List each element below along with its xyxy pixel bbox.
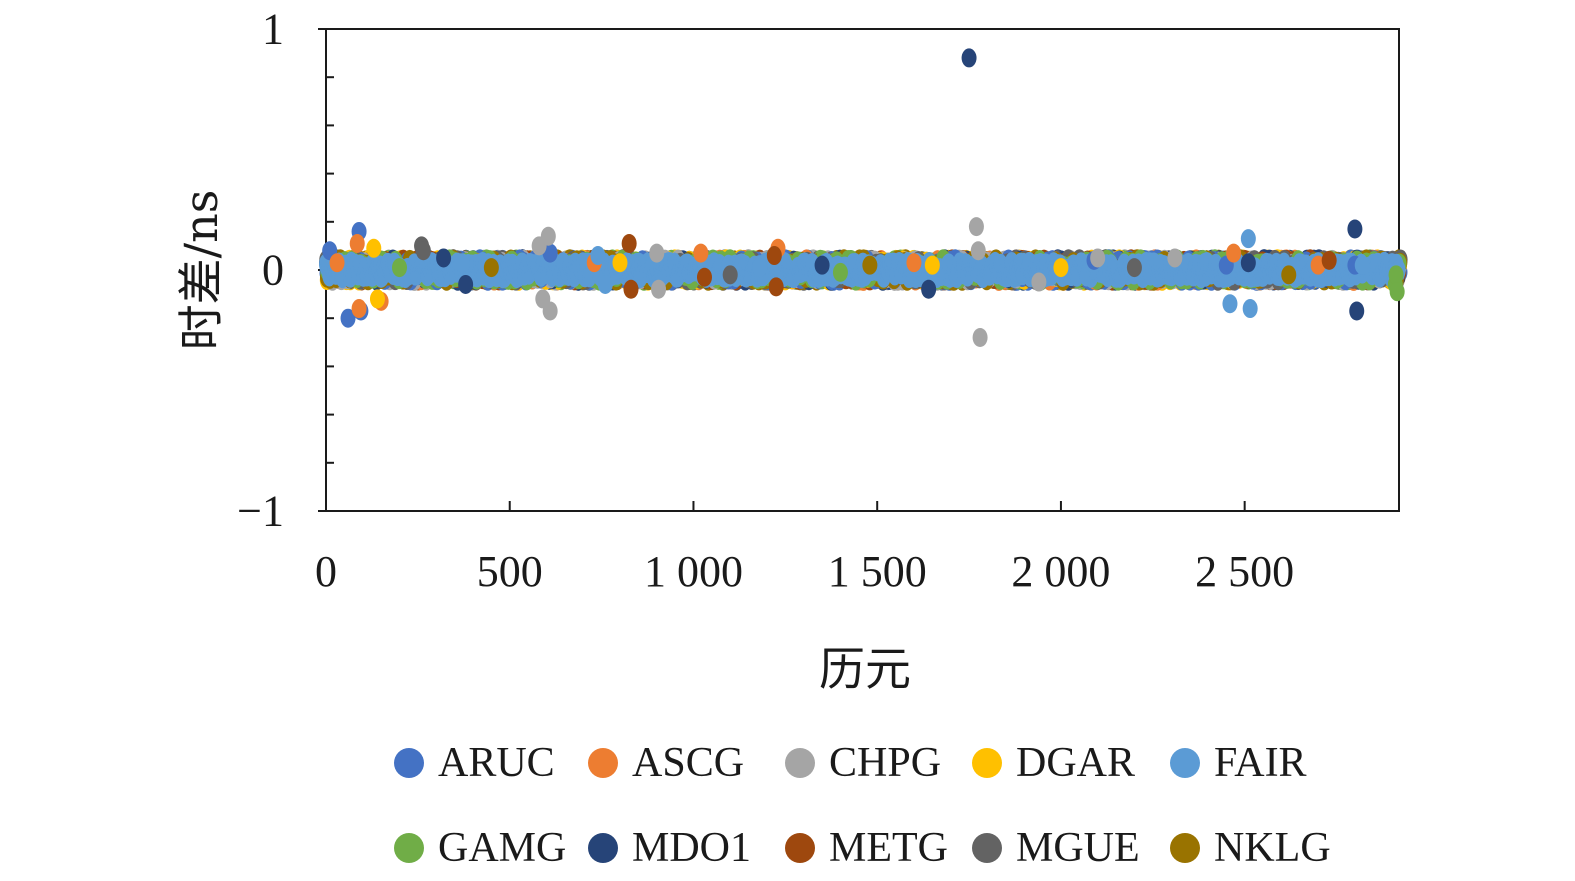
y-tick-label: 1 — [262, 5, 284, 54]
x-axis: 0 500 1 000 1 500 2 000 2 500 — [315, 501, 1294, 596]
x-tick-label: 500 — [477, 547, 543, 596]
x-tick-label: 2 500 — [1195, 547, 1294, 596]
x-tick-label: 0 — [315, 547, 337, 596]
y-axis: 1 0 −1 — [237, 5, 334, 536]
y-tick-label: 0 — [262, 246, 284, 295]
x-tick-label: 1 000 — [644, 547, 743, 596]
x-tick-label: 1 500 — [828, 547, 927, 596]
x-tick-label: 2 000 — [1011, 547, 1110, 596]
y-tick-label: −1 — [237, 487, 284, 536]
